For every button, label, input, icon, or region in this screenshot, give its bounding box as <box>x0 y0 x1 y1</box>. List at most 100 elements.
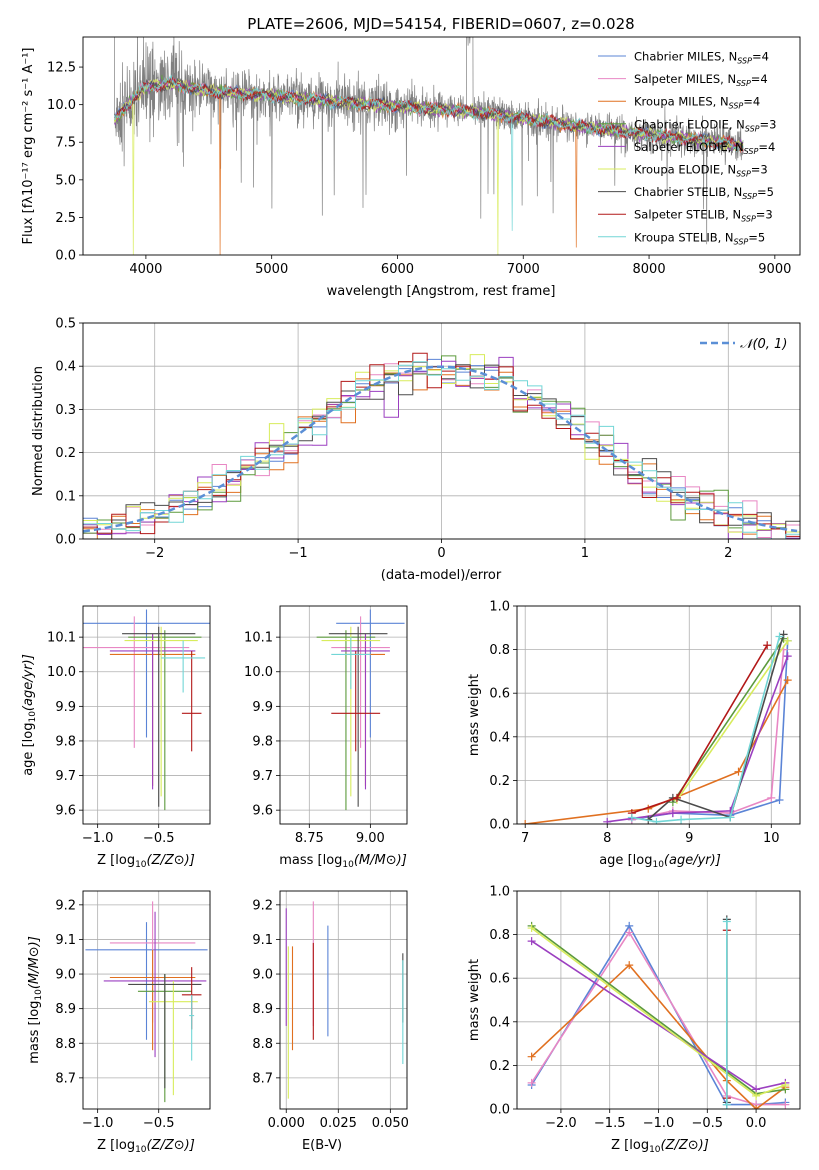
y-tick-label: 7.5 <box>55 136 76 151</box>
legend-entry-sub: SSP <box>736 170 751 179</box>
mass-weight-marker <box>722 1100 731 1109</box>
gaussian-reference-curve <box>83 365 798 533</box>
grid-lines <box>280 891 407 1109</box>
mass-weight-marker <box>767 793 776 802</box>
age-vs-mass-plot-area: 8.75 9.00 9.6 9.7 9.8 9.9 10.0 10.1 <box>244 605 408 846</box>
y-tick-label: 9.6 <box>252 804 273 819</box>
mass-vs-ebv-panel: 0.000 0.025 0.050 8.7 8.8 8.9 9.0 9.1 9.2 E(B-V) <box>252 890 409 1153</box>
y-tick-label: 8.8 <box>252 1037 273 1052</box>
y-tick-label: 1.0 <box>489 600 510 615</box>
axes-border <box>516 890 801 1110</box>
axes-frame: 0.000 0.025 0.050 8.7 8.8 8.9 9.0 9.1 9.2 <box>252 890 409 1131</box>
y-tick-label: 9.1 <box>252 933 273 948</box>
axes-border <box>82 322 801 540</box>
mass-weight-marker <box>672 793 681 802</box>
mass-weight-marker <box>603 817 612 824</box>
y-tick-label: 9.0 <box>55 968 76 983</box>
axes-border <box>516 605 801 825</box>
x-tick-label: −1.0 <box>643 1116 675 1131</box>
y-tick-label: 9.7 <box>252 769 273 784</box>
legend-entry-suffix: =4 <box>751 72 768 86</box>
y-tick-label: 9.9 <box>252 700 273 715</box>
legend-entry-sub: SSP <box>741 215 756 224</box>
legend-entry: Salpeter STELIB, NSSP=3 <box>634 208 773 224</box>
legend-entry-suffix: =4 <box>743 95 760 109</box>
x-tick-label: 0.050 <box>372 1116 409 1131</box>
axes-frame: −1.0 −0.5 8.7 8.8 8.9 9.0 9.1 9.2 <box>55 890 211 1131</box>
legend-entry: Salpeter ELODIE, NSSP=4 <box>634 140 775 156</box>
y-tick-label: 9.8 <box>55 734 76 749</box>
mass-weight-marker <box>627 813 636 822</box>
y-tick-label: 9.2 <box>55 898 76 913</box>
mass-weight-series-line <box>647 634 785 821</box>
legend-entry: Kroupa STELIB, NSSP=5 <box>634 230 765 246</box>
mass-weight-marker <box>783 652 792 661</box>
y-tick-label: 0.6 <box>489 972 510 987</box>
mass-weight-series-line <box>676 640 789 801</box>
y-tick-label: 2.5 <box>55 211 76 226</box>
y-tick-label: 8.7 <box>55 1071 76 1086</box>
legend-entry: Chabrier STELIB, NSSP=5 <box>634 185 774 201</box>
x-tick-label: 8.75 <box>295 831 324 846</box>
x-tick-label: 6000 <box>381 262 414 277</box>
y-tick-label: 0.2 <box>55 446 76 461</box>
mass-weight-marker <box>775 632 784 641</box>
x-tick-label: 9000 <box>758 262 791 277</box>
gauss-legend-label: 𝒩(0, 1) <box>740 337 787 352</box>
legend-entry: Chabrier ELODIE, NSSP=3 <box>634 117 776 133</box>
x-tick-label: 7000 <box>507 262 540 277</box>
mass-weight-vs-z-panel: −2.0 −1.5 −1.0 −0.5 0.0 0.0 0.2 0.4 0.6 0.8 1.0 Z … <box>467 885 801 1155</box>
mass-weight-marker <box>763 641 772 650</box>
y-tick-label: 0.0 <box>55 249 76 264</box>
x-tick-label: 0.0 <box>746 1116 767 1131</box>
y-tick-label: 9.6 <box>55 804 76 819</box>
legend-entry-suffix: =5 <box>748 230 765 244</box>
x-tick-label: 4000 <box>129 262 162 277</box>
residuals-plot-area: −2 −1 0 1 2 0.0 0.1 0.2 0.3 0.4 0.5 <box>55 317 801 561</box>
mass-weight-marker <box>677 815 686 824</box>
mass-weight-vs-z-ylabel: mass weight <box>467 959 482 1041</box>
mass-weight-vs-z-plot-area: −2.0 −1.5 −1.0 −0.5 0.0 0.0 0.2 0.4 0.6 0.8 1.0 <box>489 885 801 1131</box>
legend-entry-base: Chabrier STELIB, N <box>634 185 742 199</box>
y-tick-label: 0.0 <box>489 818 510 833</box>
mass-weight-marker <box>752 1091 761 1100</box>
mass-weight-marker <box>527 1052 536 1061</box>
axes-border <box>279 890 408 1110</box>
y-tick-label: 0.8 <box>489 643 510 658</box>
mass-weight-vs-z-xlabel: Z [log10(Z/Z⊙)] <box>611 1138 709 1155</box>
mass-weight-vs-age-panel: 7 8 9 10 0.0 0.2 0.4 0.6 0.8 1.0 age [log10(age/y… <box>467 600 801 870</box>
x-tick-label: −1.0 <box>82 831 114 846</box>
data-layer <box>114 37 744 255</box>
x-tick-label: −0.5 <box>143 1116 175 1131</box>
legend-entry-base: Kroupa MILES, N <box>634 95 729 109</box>
x-tick-label: 7 <box>521 831 529 846</box>
legend-entry-base: Kroupa STELIB, N <box>634 230 734 244</box>
x-tick-label: 5000 <box>255 262 288 277</box>
legend-entry-sub: SSP <box>734 237 749 246</box>
y-tick-label: 9.0 <box>252 968 273 983</box>
x-tick-label: 9.00 <box>356 831 385 846</box>
y-tick-label: 1.0 <box>489 885 510 900</box>
y-tick-label: 9.9 <box>55 700 76 715</box>
y-tick-label: 0.8 <box>489 928 510 943</box>
mass-vs-z-panel: −1.0 −0.5 8.7 8.8 8.9 9.0 9.1 9.2 Z [log10(Z/Z⊙… <box>27 890 211 1155</box>
y-tick-label: 8.9 <box>55 1002 76 1017</box>
data-layer <box>527 915 790 1109</box>
data-layer <box>285 901 404 1099</box>
legend-entry-suffix: =3 <box>760 117 777 131</box>
x-tick-label: −0.5 <box>143 831 175 846</box>
x-tick-label: 9 <box>685 831 693 846</box>
y-tick-label: 0.2 <box>489 1059 510 1074</box>
axes-frame: 8.75 9.00 9.6 9.7 9.8 9.9 10.0 10.1 <box>244 605 408 846</box>
legend-entry-base: Salpeter STELIB, N <box>634 208 741 222</box>
x-tick-label: −2 <box>145 546 164 561</box>
spectrum-ylabel: Flux [fλ10⁻¹⁷ erg cm⁻² s⁻¹ A⁻¹] <box>21 48 36 245</box>
x-tick-label: 10 <box>763 831 780 846</box>
mass-weight-marker <box>722 917 731 926</box>
legend-entry-sub: SSP <box>745 124 760 133</box>
axes-frame: −2 −1 0 1 2 0.0 0.1 0.2 0.3 0.4 0.5 <box>55 317 801 561</box>
data-layer <box>521 630 792 824</box>
residuals-xlabel: (data-model)/error <box>381 568 502 583</box>
